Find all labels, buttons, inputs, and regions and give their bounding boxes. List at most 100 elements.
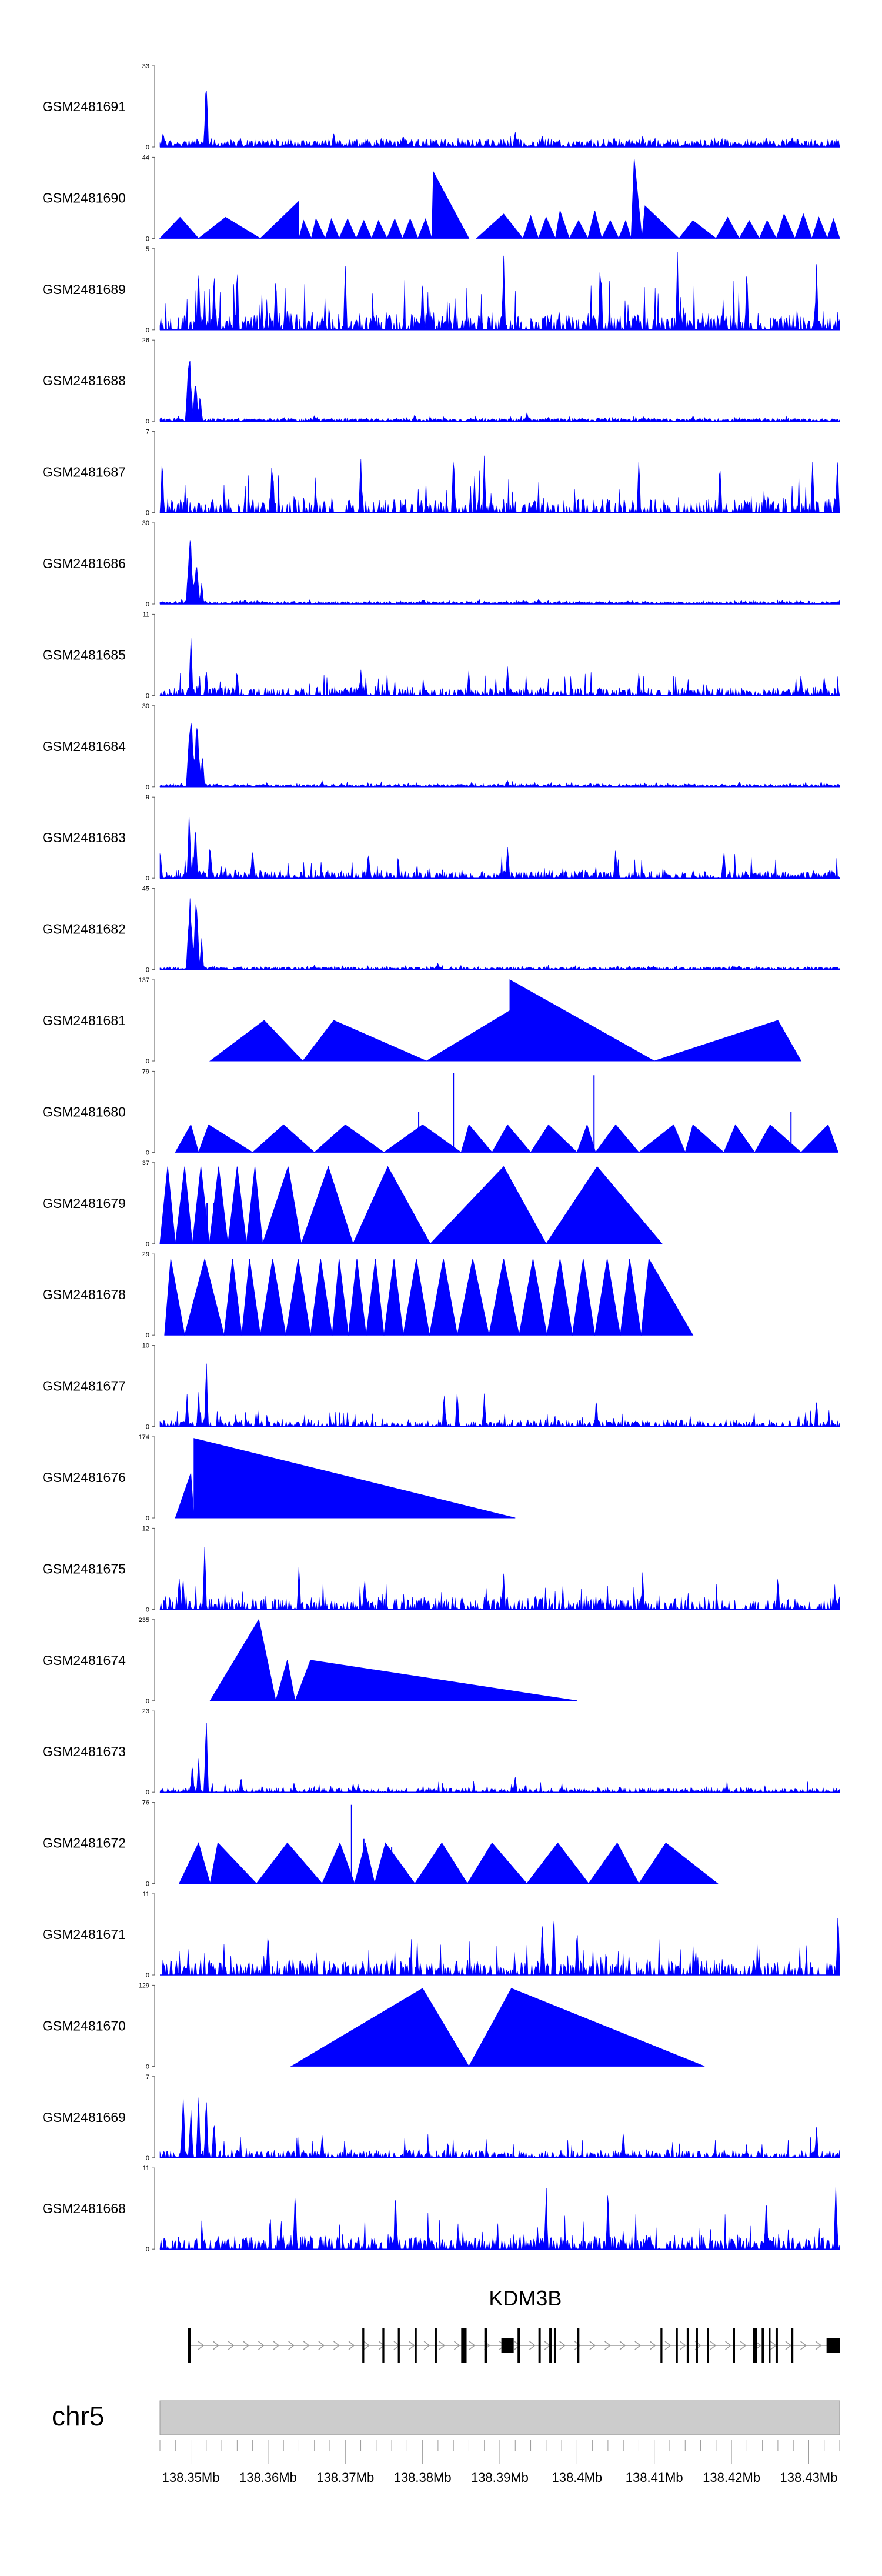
track-label: GSM2481675 — [42, 1561, 126, 1576]
signal-peak — [290, 1988, 470, 2067]
strand-arrow-icon — [785, 2341, 792, 2350]
signal-peak — [310, 1259, 333, 1336]
signal-peak — [417, 218, 433, 239]
signal-peak — [252, 1124, 316, 1153]
signal-peak — [298, 219, 312, 239]
exon — [660, 2328, 663, 2363]
signal-peak — [739, 220, 760, 239]
signal-area — [159, 722, 840, 788]
signal-peak — [260, 1259, 286, 1336]
signal-peak — [275, 1660, 296, 1701]
y-axis-max-label: 30 — [142, 703, 149, 710]
y-axis-min-label: 0 — [146, 1789, 149, 1796]
signal-peak — [322, 1842, 355, 1884]
signal-peak — [241, 1259, 261, 1336]
y-axis-min-label: 0 — [146, 418, 149, 425]
track-GSM2481669: GSM2481669 7 0 — [42, 2074, 840, 2162]
y-axis-min-label: 0 — [146, 1058, 149, 1065]
y-axis-max-label: 129 — [139, 1982, 149, 1989]
signal-peak — [576, 1123, 596, 1153]
y-axis-max-label: 11 — [143, 2165, 149, 2172]
track-label: GSM2481672 — [42, 1836, 126, 1851]
signal-peak — [569, 219, 589, 239]
track-label: GSM2481668 — [42, 2201, 126, 2216]
axis-tick-label: 138.42Mb — [703, 2470, 760, 2485]
signal-peak — [198, 1124, 254, 1153]
signal-area — [159, 898, 840, 970]
y-axis-min-label: 0 — [146, 235, 149, 242]
strand-arrow-icon — [469, 2341, 476, 2350]
strand-arrow-icon — [423, 2341, 430, 2350]
track-label: GSM2481686 — [42, 556, 126, 571]
signal-peak — [476, 213, 524, 239]
signal-peak — [383, 1259, 404, 1336]
y-axis-max-label: 79 — [142, 1068, 149, 1075]
y-axis-min-label: 0 — [146, 784, 149, 791]
signal-area — [159, 91, 840, 148]
y-axis-max-label: 174 — [139, 1434, 149, 1441]
signal-peak — [546, 1259, 573, 1336]
y-axis-max-label: 9 — [146, 794, 149, 801]
track-GSM2481686: GSM2481686 30 0 — [42, 520, 840, 608]
signal-peak — [588, 1842, 640, 1884]
signal-peak — [332, 1259, 349, 1336]
signal-peak — [678, 220, 717, 239]
y-axis-min-label: 0 — [146, 692, 149, 699]
signal-peak — [429, 1259, 458, 1336]
y-axis-min-label: 0 — [146, 1515, 149, 1522]
y-axis-max-label: 44 — [142, 154, 149, 161]
track-GSM2481687: GSM2481687 7 0 — [42, 429, 840, 517]
track-label: GSM2481689 — [42, 282, 126, 297]
signal-peak — [256, 1842, 323, 1884]
signal-peak — [414, 1842, 468, 1884]
track-label: GSM2481670 — [42, 2018, 126, 2033]
signal-peak — [587, 211, 603, 239]
y-axis-max-label: 235 — [139, 1617, 149, 1624]
y-axis-min-label: 0 — [146, 1149, 149, 1156]
track-GSM2481683: GSM2481683 9 0 — [42, 794, 840, 882]
exon — [769, 2328, 771, 2363]
signal-peak — [348, 1259, 367, 1336]
axis-tick-label: 138.4Mb — [552, 2470, 603, 2485]
signal-peak — [554, 211, 570, 239]
signal-peak — [295, 1660, 577, 1701]
track-label: GSM2481682 — [42, 922, 126, 937]
track-label: GSM2481678 — [42, 1287, 126, 1302]
exon — [733, 2328, 736, 2363]
strand-arrow-icon — [800, 2341, 807, 2350]
signal-peak — [638, 1842, 719, 1884]
track-label: GSM2481671 — [42, 1927, 126, 1942]
track-label: GSM2481673 — [42, 1744, 126, 1759]
exon — [362, 2328, 365, 2363]
signal-peak — [285, 1259, 311, 1336]
signal-peak — [209, 1842, 258, 1884]
strand-arrow-icon — [439, 2341, 446, 2350]
signal-peak — [530, 1124, 578, 1153]
signal-peak — [425, 1010, 510, 1062]
exon — [707, 2328, 709, 2363]
exon — [461, 2328, 467, 2363]
strand-arrow-icon — [710, 2341, 717, 2350]
signal-peak — [192, 1166, 210, 1244]
signal-peak — [159, 216, 199, 239]
track-label: GSM2481676 — [42, 1470, 126, 1485]
axis-tick-label: 138.36Mb — [239, 2470, 297, 2485]
exon — [188, 2328, 191, 2363]
signal-peak — [642, 205, 680, 239]
y-axis-min-label: 0 — [146, 1424, 149, 1431]
track-label: GSM2481683 — [42, 830, 126, 845]
signal-peak — [429, 1166, 547, 1244]
signal-peak — [310, 218, 326, 239]
signal-peak — [618, 219, 632, 239]
track-label: GSM2481688 — [42, 373, 126, 388]
signal-peak — [519, 1259, 547, 1336]
signal-peak — [383, 1124, 462, 1153]
signal-peak — [594, 1259, 621, 1336]
signal-peak — [209, 1166, 229, 1244]
track-label: GSM2481685 — [42, 647, 126, 662]
y-axis-min-label: 0 — [146, 1606, 149, 1613]
signal-peak — [601, 219, 620, 239]
signal-peak — [489, 1259, 520, 1336]
signal-peak — [684, 1124, 725, 1153]
strand-arrow-icon — [574, 2341, 581, 2350]
